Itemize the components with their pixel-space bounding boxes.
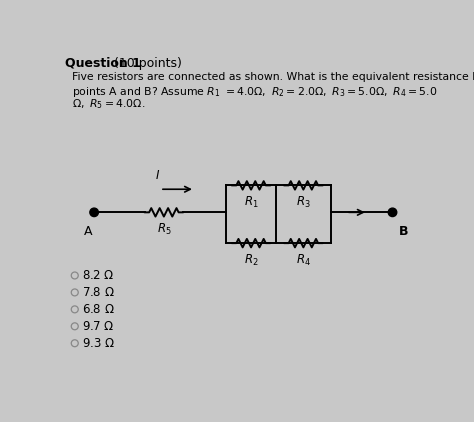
Text: 8.2 $\Omega$: 8.2 $\Omega$ <box>82 269 115 282</box>
Text: $R_5$: $R_5$ <box>156 222 171 238</box>
Text: Question 1: Question 1 <box>65 57 141 70</box>
Text: $R_2$: $R_2$ <box>244 253 258 268</box>
Text: 9.3 $\Omega$: 9.3 $\Omega$ <box>82 337 116 350</box>
Text: $\Omega,\ R_5=4.0\Omega.$: $\Omega,\ R_5=4.0\Omega.$ <box>72 97 145 111</box>
Text: (10 points): (10 points) <box>110 57 182 70</box>
Text: Five resistors are connected as shown. What is the equivalent resistance between: Five resistors are connected as shown. W… <box>72 72 474 82</box>
Text: $I$: $I$ <box>155 168 160 181</box>
Text: points A and B? Assume $R_1\ =4.0\Omega,\ R_2=2.0\Omega,\ R_3=5.0\Omega,\ R_4=5.: points A and B? Assume $R_1\ =4.0\Omega,… <box>72 84 437 98</box>
Text: 7.8 $\Omega$: 7.8 $\Omega$ <box>82 286 115 299</box>
Text: $R_4$: $R_4$ <box>296 253 311 268</box>
Text: $R_1$: $R_1$ <box>244 195 258 211</box>
Text: $R_3$: $R_3$ <box>296 195 311 211</box>
Circle shape <box>388 208 397 216</box>
Circle shape <box>90 208 99 216</box>
Text: A: A <box>84 225 92 238</box>
Text: 9.7 $\Omega$: 9.7 $\Omega$ <box>82 320 115 333</box>
Text: B: B <box>399 225 408 238</box>
Text: 6.8 $\Omega$: 6.8 $\Omega$ <box>82 303 115 316</box>
